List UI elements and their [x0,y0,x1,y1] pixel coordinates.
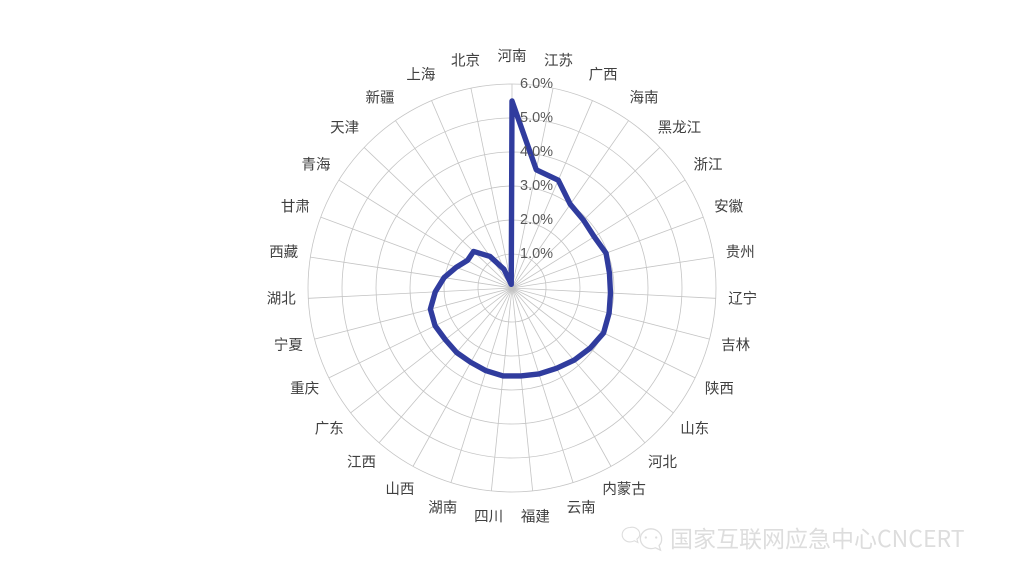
svg-text:陕西: 陕西 [705,378,734,399]
svg-text:江西: 江西 [347,451,376,472]
svg-text:安徽: 安徽 [714,196,743,217]
svg-text:1.0%: 1.0% [520,246,553,262]
svg-text:贵州: 贵州 [726,241,755,262]
svg-text:重庆: 重庆 [290,378,319,399]
svg-text:河北: 河北 [648,451,677,472]
svg-text:黑龙江: 黑龙江 [658,117,702,138]
svg-text:湖南: 湖南 [428,496,457,517]
svg-text:四川: 四川 [474,506,503,527]
svg-text:云南: 云南 [567,496,596,517]
svg-text:2.0%: 2.0% [520,212,553,228]
svg-text:西藏: 西藏 [269,241,298,262]
svg-text:甘肃: 甘肃 [281,196,310,217]
svg-text:国家互联网应急中心CNCERT: 国家互联网应急中心CNCERT [670,520,965,554]
svg-text:3.0%: 3.0% [520,178,553,194]
svg-text:内蒙古: 内蒙古 [602,478,646,499]
svg-text:5.0%: 5.0% [520,110,553,126]
svg-text:6.0%: 6.0% [520,76,553,92]
svg-text:青海: 青海 [302,154,331,175]
svg-text:江苏: 江苏 [544,50,573,71]
svg-text:新疆: 新疆 [366,86,395,107]
svg-text:4.0%: 4.0% [520,144,553,160]
svg-text:天津: 天津 [330,117,359,138]
svg-text:河南: 河南 [498,45,527,66]
svg-text:辽宁: 辽宁 [728,288,757,309]
svg-text:海南: 海南 [630,86,659,107]
svg-text:北京: 北京 [451,50,480,71]
svg-text:吉林: 吉林 [721,334,750,355]
svg-text:广西: 广西 [589,64,618,85]
svg-text:湖北: 湖北 [267,288,296,309]
svg-text:上海: 上海 [406,64,435,85]
svg-text:山东: 山东 [680,417,709,438]
svg-text:福建: 福建 [521,506,550,527]
svg-text:浙江: 浙江 [694,154,723,175]
svg-text:广东: 广东 [315,417,344,438]
svg-text:山西: 山西 [385,478,414,499]
svg-text:宁夏: 宁夏 [274,334,303,355]
